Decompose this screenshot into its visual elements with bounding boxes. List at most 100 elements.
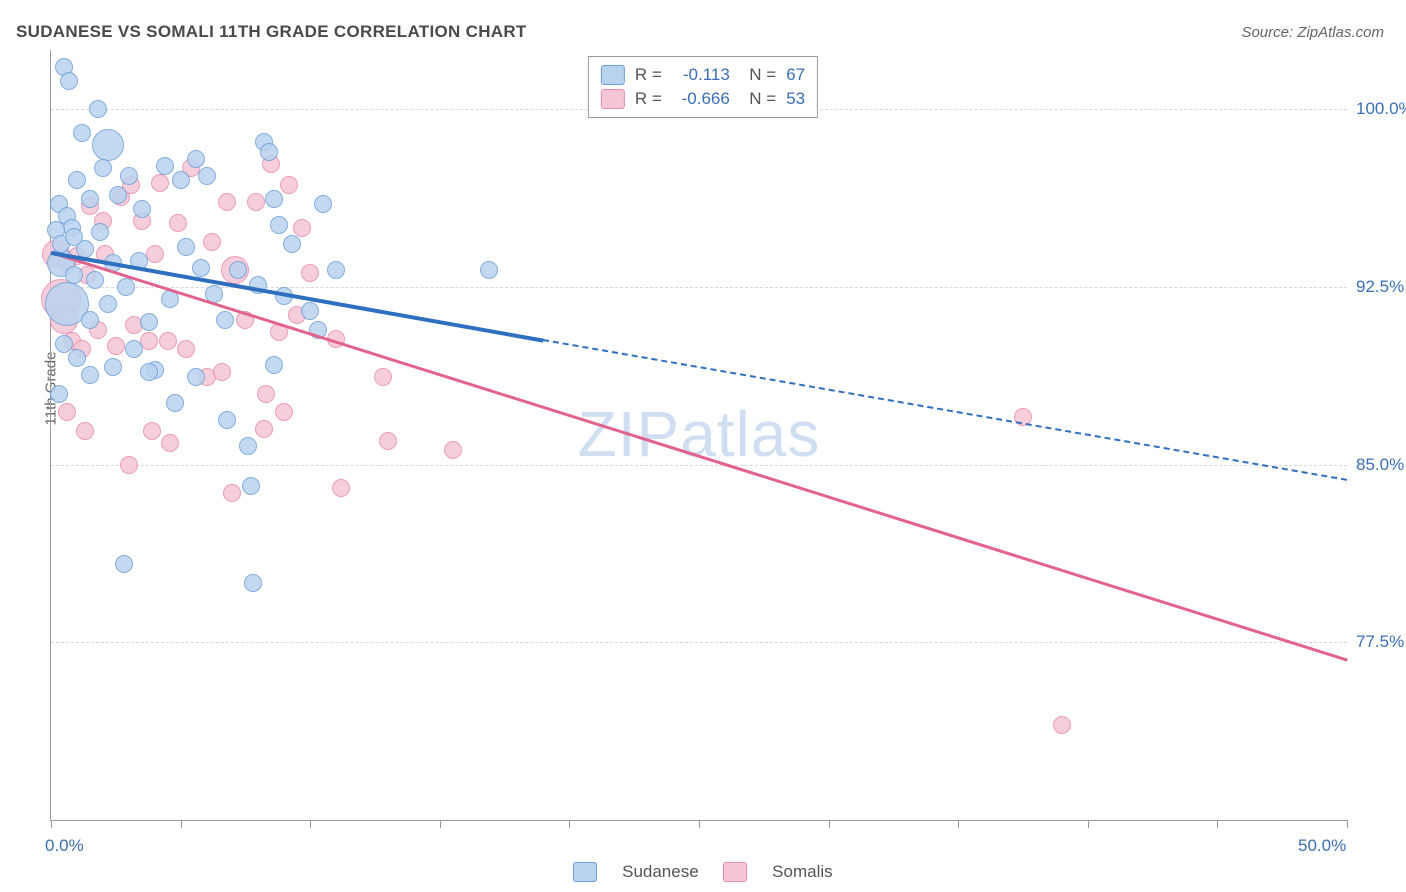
stat-label: R = <box>635 63 662 87</box>
swatch-sudanese <box>573 862 597 882</box>
data-point-sudanese <box>314 195 332 213</box>
data-point-sudanese <box>283 235 301 253</box>
chart-container: SUDANESE VS SOMALI 11TH GRADE CORRELATIO… <box>0 0 1406 892</box>
data-point-sudanese <box>65 228 83 246</box>
data-point-sudanese <box>242 477 260 495</box>
x-tick <box>1088 820 1089 828</box>
data-point-sudanese <box>187 368 205 386</box>
data-point-somalis <box>301 264 319 282</box>
x-tick <box>1347 820 1348 828</box>
swatch-somalis <box>601 89 625 109</box>
data-point-sudanese <box>89 100 107 118</box>
x-tick <box>699 820 700 828</box>
data-point-sudanese <box>198 167 216 185</box>
data-point-sudanese <box>65 266 83 284</box>
data-point-somalis <box>293 219 311 237</box>
data-point-sudanese <box>216 311 234 329</box>
data-point-somalis <box>203 233 221 251</box>
data-point-sudanese <box>177 238 195 256</box>
data-point-sudanese <box>73 124 91 142</box>
data-point-somalis <box>169 214 187 232</box>
data-point-sudanese <box>156 157 174 175</box>
swatch-somalis <box>723 862 747 882</box>
stats-row-somalis: R = -0.666 N = 53 <box>601 87 805 111</box>
y-tick-label: 85.0% <box>1356 455 1404 475</box>
data-point-sudanese <box>172 171 190 189</box>
x-tick <box>51 820 52 828</box>
data-point-sudanese <box>265 190 283 208</box>
stat-label: R = <box>635 87 662 111</box>
chart-title: SUDANESE VS SOMALI 11TH GRADE CORRELATIO… <box>16 22 527 42</box>
source-attribution: Source: ZipAtlas.com <box>1241 24 1384 41</box>
data-point-sudanese <box>81 366 99 384</box>
data-point-somalis <box>379 432 397 450</box>
y-tick-label: 77.5% <box>1356 632 1404 652</box>
data-point-sudanese <box>327 261 345 279</box>
watermark: ZIPatlas <box>51 397 1347 471</box>
data-point-sudanese <box>94 159 112 177</box>
data-point-somalis <box>223 484 241 502</box>
x-tick <box>829 820 830 828</box>
data-point-somalis <box>76 422 94 440</box>
data-point-somalis <box>255 420 273 438</box>
data-point-sudanese <box>99 295 117 313</box>
data-point-sudanese <box>125 340 143 358</box>
stat-r-somalis: -0.666 <box>672 87 730 111</box>
x-tick <box>310 820 311 828</box>
data-point-sudanese <box>265 356 283 374</box>
data-point-sudanese <box>229 261 247 279</box>
data-point-somalis <box>247 193 265 211</box>
data-point-somalis <box>107 337 125 355</box>
data-point-sudanese <box>192 259 210 277</box>
data-point-sudanese <box>115 555 133 573</box>
stat-r-sudanese: -0.113 <box>672 63 730 87</box>
data-point-sudanese <box>68 171 86 189</box>
data-point-sudanese <box>480 261 498 279</box>
data-point-somalis <box>332 479 350 497</box>
trendline-somalis <box>51 251 1348 661</box>
data-point-somalis <box>275 403 293 421</box>
data-point-sudanese <box>92 129 124 161</box>
stat-n-somalis: 53 <box>786 87 805 111</box>
y-tick-label: 100.0% <box>1356 99 1406 119</box>
stat-label: N = <box>740 63 776 87</box>
gridline <box>51 642 1347 643</box>
data-point-sudanese <box>50 385 68 403</box>
data-point-sudanese <box>187 150 205 168</box>
trendline-sudanese-extrapolated <box>543 339 1347 481</box>
data-point-sudanese <box>117 278 135 296</box>
data-point-sudanese <box>91 223 109 241</box>
data-point-somalis <box>159 332 177 350</box>
data-point-sudanese <box>166 394 184 412</box>
y-tick-label: 92.5% <box>1356 277 1404 297</box>
data-point-somalis <box>213 363 231 381</box>
x-tick <box>569 820 570 828</box>
data-point-somalis <box>444 441 462 459</box>
bottom-legend: Sudanese Somalis <box>0 861 1406 882</box>
data-point-sudanese <box>301 302 319 320</box>
data-point-somalis <box>58 403 76 421</box>
swatch-sudanese <box>601 65 625 85</box>
stats-row-sudanese: R = -0.113 N = 67 <box>601 63 805 87</box>
data-point-sudanese <box>104 358 122 376</box>
data-point-somalis <box>218 193 236 211</box>
data-point-somalis <box>151 174 169 192</box>
data-point-sudanese <box>81 311 99 329</box>
data-point-sudanese <box>68 349 86 367</box>
stat-n-sudanese: 67 <box>786 63 805 87</box>
x-tick <box>440 820 441 828</box>
data-point-sudanese <box>81 190 99 208</box>
stats-legend: R = -0.113 N = 67 R = -0.666 N = 53 <box>588 56 818 118</box>
gridline <box>51 465 1347 466</box>
data-point-somalis <box>140 332 158 350</box>
data-point-somalis <box>1053 716 1071 734</box>
data-point-somalis <box>120 456 138 474</box>
data-point-sudanese <box>218 411 236 429</box>
data-point-sudanese <box>140 313 158 331</box>
data-point-sudanese <box>244 574 262 592</box>
x-tick <box>181 820 182 828</box>
data-point-sudanese <box>239 437 257 455</box>
data-point-sudanese <box>86 271 104 289</box>
data-point-sudanese <box>260 143 278 161</box>
x-axis-min-label: 0.0% <box>45 836 84 856</box>
